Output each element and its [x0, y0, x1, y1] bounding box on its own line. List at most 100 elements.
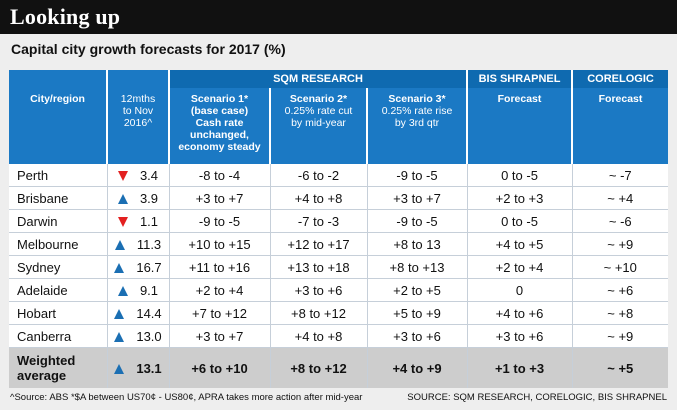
- forecast-s3-cell: +8 to +13: [367, 255, 468, 279]
- arrow-up-icon: [114, 239, 125, 250]
- forecast-s2-cell: +3 to +6: [270, 278, 368, 302]
- forecast-s1-cell: +3 to +7: [169, 186, 271, 210]
- arrow-down-icon: [117, 216, 128, 227]
- table-row: Darwin 1.1 -9 to -5 -7 to -3 -9 to -5 0 to -5…: [9, 209, 669, 233]
- arrow-up-icon: [117, 285, 128, 296]
- page-subtitle: Capital city growth forecasts for 2017 (…: [11, 41, 286, 57]
- city-name: Melbourne: [9, 232, 108, 256]
- forecast-core-cell: ~ +9: [572, 324, 669, 348]
- table-row: Canberra 13.0 +3 to +7 +4 to +8 +3 to +6 +3 t…: [9, 324, 669, 348]
- group-sqm-research: SQM RESEARCH: [169, 70, 469, 88]
- forecast-bis-cell: +4 to +5: [467, 232, 573, 256]
- forecast-s3-cell: +8 to 13: [367, 232, 468, 256]
- past-growth-value: 14.4: [136, 305, 162, 321]
- forecast-s3-cell: +3 to +7: [367, 186, 468, 210]
- past-growth-cell: 11.3: [107, 232, 170, 256]
- forecast-s3-cell: +5 to +9: [367, 301, 468, 325]
- forecast-core-cell: ~ +9: [572, 232, 669, 256]
- forecast-s3-cell: -9 to -5: [367, 209, 468, 233]
- past-growth-value: 9.1: [139, 282, 159, 298]
- city-name: Darwin: [9, 209, 108, 233]
- forecast-s2-cell: +13 to +18: [270, 255, 368, 279]
- past-growth-value: 13.0: [136, 328, 162, 344]
- forecast-bis-cell: +2 to +4: [467, 255, 573, 279]
- avg-forecast-s1-cell: +6 to +10: [169, 347, 271, 388]
- col-bis-forecast: Forecast: [467, 88, 574, 164]
- forecast-s1-cell: -8 to -4: [169, 164, 271, 187]
- past-growth-value: 3.9: [139, 190, 159, 206]
- forecast-s3-cell: +2 to +5: [367, 278, 468, 302]
- past-growth-cell: 13.0: [107, 324, 170, 348]
- forecast-s2-cell: +8 to +12: [270, 301, 368, 325]
- forecast-s2-cell: +12 to +17: [270, 232, 368, 256]
- arrow-down-icon: [117, 170, 128, 181]
- forecast-s2-cell: -7 to -3: [270, 209, 368, 233]
- city-name: Hobart: [9, 301, 108, 325]
- arrow-up-icon: [114, 363, 125, 374]
- past-growth-cell: 16.7: [107, 255, 170, 279]
- avg-label-line: Weighted: [17, 353, 76, 368]
- col-corelogic-forecast: Forecast: [572, 88, 669, 164]
- arrow-up-icon: [117, 193, 128, 204]
- avg-forecast-bis-cell: +1 to +3: [467, 347, 573, 388]
- past-growth-cell: 1.1: [107, 209, 170, 233]
- avg-forecast-s2-cell: +8 to +12: [270, 347, 368, 388]
- forecast-bis-cell: 0 to -5: [467, 164, 573, 187]
- col-scenario-1: Scenario 1* (base case) Cash rate unchan…: [169, 88, 271, 164]
- source-note: SOURCE: SQM RESEARCH, CORELOGIC, BIS SHR…: [407, 392, 667, 403]
- table-row: Adelaide 9.1 +2 to +4 +3 to +6 +2 to +5 0 ~ +6: [9, 278, 669, 302]
- past-growth-value: 1.1: [139, 213, 159, 229]
- forecast-s1-cell: +10 to +15: [169, 232, 271, 256]
- city-name: Adelaide: [9, 278, 108, 302]
- arrow-up-icon: [114, 262, 125, 273]
- forecast-s1-cell: +2 to +4: [169, 278, 271, 302]
- city-name: Perth: [9, 164, 108, 187]
- forecast-s2-cell: +4 to +8: [270, 324, 368, 348]
- header-blank: [9, 70, 108, 88]
- avg-label-line: average: [17, 368, 67, 383]
- avg-past-growth-cell: 13.1: [107, 347, 170, 388]
- group-corelogic: CORELOGIC: [572, 70, 669, 88]
- past-growth-cell: 9.1: [107, 278, 170, 302]
- arrow-up-icon: [114, 308, 125, 319]
- city-name: Canberra: [9, 324, 108, 348]
- forecast-table-wrapper: SQM RESEARCH BIS SHRAPNEL CORELOGIC City…: [9, 70, 669, 388]
- table-row: Sydney 16.7 +11 to +16 +13 to +18 +8 to +13 +…: [9, 255, 669, 279]
- forecast-s3-cell: -9 to -5: [367, 164, 468, 187]
- forecast-s2-cell: +4 to +8: [270, 186, 368, 210]
- col-scenario-2: Scenario 2* 0.25% rate cut by mid-year: [270, 88, 368, 164]
- past-growth-cell: 3.9: [107, 186, 170, 210]
- weighted-average-label: Weighted average: [9, 347, 108, 388]
- forecast-bis-cell: +4 to +6: [467, 301, 573, 325]
- footnote: ^Source: ABS *$A between US70¢ - US80¢, …: [10, 392, 363, 403]
- forecast-core-cell: ~ +6: [572, 278, 669, 302]
- forecast-s1-cell: +7 to +12: [169, 301, 271, 325]
- avg-forecast-s3-cell: +4 to +9: [367, 347, 468, 388]
- header-blank-2: [107, 70, 170, 88]
- past-growth-cell: 14.4: [107, 301, 170, 325]
- forecast-bis-cell: 0: [467, 278, 573, 302]
- arrow-up-icon: [114, 331, 125, 342]
- past-growth-value: 11.3: [136, 236, 162, 252]
- past-growth-value: 3.4: [139, 167, 159, 183]
- city-name: Sydney: [9, 255, 108, 279]
- table-row: Hobart 14.4 +7 to +12 +8 to +12 +5 to +9 +4 t…: [9, 301, 669, 325]
- forecast-s1-cell: +3 to +7: [169, 324, 271, 348]
- title-bar: Looking up: [0, 0, 677, 34]
- forecast-core-cell: ~ +4: [572, 186, 669, 210]
- forecast-s1-cell: -9 to -5: [169, 209, 271, 233]
- avg-past-growth-value: 13.1: [136, 360, 162, 376]
- forecast-s3-cell: +3 to +6: [367, 324, 468, 348]
- city-name: Brisbane: [9, 186, 108, 210]
- table-row: Melbourne 11.3 +10 to +15 +12 to +17 +8 to 1…: [9, 232, 669, 256]
- col-scenario-3: Scenario 3* 0.25% rate rise by 3rd qtr: [367, 88, 469, 164]
- forecast-bis-cell: 0 to -5: [467, 209, 573, 233]
- forecast-core-cell: ~ +8: [572, 301, 669, 325]
- forecast-s1-cell: +11 to +16: [169, 255, 271, 279]
- page-title: Looking up: [10, 4, 121, 29]
- forecast-core-cell: ~ -7: [572, 164, 669, 187]
- weighted-average-row: Weighted average 13.1 +6 to +10 +8 to +12 +4 …: [9, 347, 669, 388]
- col-past-12mths: 12mths to Nov 2016^: [107, 88, 170, 164]
- past-growth-cell: 3.4: [107, 164, 170, 187]
- past-growth-value: 16.7: [136, 259, 162, 275]
